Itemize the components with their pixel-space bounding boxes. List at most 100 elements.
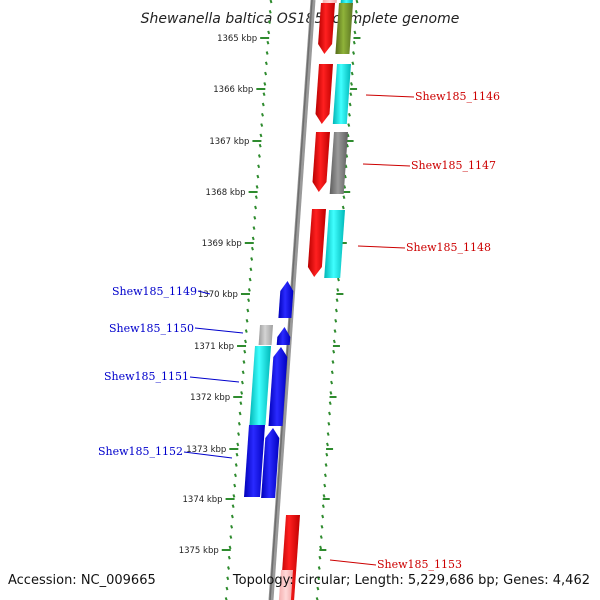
gene-arrow[interactable] — [276, 327, 291, 345]
minor-tick — [263, 82, 267, 86]
gene-arrow[interactable] — [332, 64, 351, 124]
gene-label-shew185_1153[interactable]: Shew185_1153 — [377, 558, 462, 571]
gene-arrow[interactable] — [258, 325, 273, 345]
minor-tick — [328, 401, 332, 406]
minor-tick — [229, 535, 233, 539]
gene-arrow[interactable] — [268, 347, 288, 426]
gene-arrow[interactable] — [278, 570, 293, 600]
minor-tick — [323, 473, 327, 478]
gene-label-shew185_1147[interactable]: Shew185_1147 — [411, 159, 496, 172]
gene-label-shew185_1149[interactable]: Shew185_1149 — [112, 285, 197, 298]
minor-tick — [267, 30, 271, 35]
minor-tick — [348, 102, 352, 107]
gene-arrow[interactable] — [329, 132, 348, 194]
kbp-label: 1373 kbp — [186, 445, 226, 455]
minor-tick — [245, 318, 249, 323]
gene-arrow[interactable] — [318, 3, 335, 54]
minor-tick — [235, 452, 239, 457]
minor-tick — [227, 566, 230, 570]
minor-tick — [320, 524, 324, 529]
minor-tick — [238, 411, 242, 416]
gene-arrow[interactable] — [261, 428, 280, 498]
gene-label-shew185_1151[interactable]: Shew185_1151 — [104, 370, 189, 383]
map-title: Shewanella baltica OS185, complete genom… — [141, 11, 460, 27]
kbp-label: 1368 kbp — [206, 188, 246, 198]
minor-tick — [236, 442, 240, 447]
kbp-label: 1375 kbp — [179, 546, 219, 556]
gene-label-shew185_1152[interactable]: Shew185_1152 — [98, 445, 183, 458]
gene-arrow[interactable] — [324, 210, 345, 278]
minor-tick — [350, 71, 354, 76]
minor-tick — [225, 586, 229, 591]
minor-tick — [321, 514, 325, 519]
minor-tick — [330, 380, 334, 385]
minor-tick — [253, 215, 257, 220]
minor-tick — [336, 288, 340, 292]
minor-tick — [349, 92, 353, 97]
left-tick-track — [224, 0, 273, 600]
gene-arrows[interactable] — [244, 0, 353, 600]
minor-tick — [262, 92, 266, 97]
minor-tick — [353, 30, 357, 35]
minor-tick — [237, 421, 241, 426]
minor-tick — [354, 9, 358, 14]
minor-tick — [234, 463, 238, 467]
gene-labels[interactable]: Shew185_1146 Shew185_1147 Shew185_1148 Shew… — [98, 90, 500, 571]
kbp-axis-labels: 1365 kbp 1366 kbp 1367 kbp 1368 kbp 1369 kbp… — [179, 34, 361, 556]
minor-tick — [240, 380, 244, 385]
minor-tick — [244, 329, 248, 333]
leader-line — [183, 451, 233, 459]
kbp-label: 1367 kbp — [209, 137, 249, 147]
minor-tick — [249, 267, 253, 272]
gene-arrow[interactable] — [312, 132, 331, 192]
minor-tick — [239, 401, 243, 406]
leader-line — [362, 163, 411, 167]
gene-arrow[interactable] — [340, 0, 353, 3]
minor-tick — [351, 61, 355, 66]
minor-tick — [316, 586, 320, 591]
gene-arrow[interactable] — [322, 0, 337, 3]
gene-arrow[interactable] — [335, 3, 353, 54]
leader-line — [197, 290, 211, 295]
kbp-label: 1369 kbp — [202, 239, 242, 249]
minor-tick — [261, 102, 265, 107]
minor-tick — [332, 339, 336, 344]
minor-tick — [255, 185, 259, 189]
minor-tick — [352, 51, 356, 55]
gene-label-shew185_1150[interactable]: Shew185_1150 — [109, 322, 194, 335]
minor-tick — [317, 576, 320, 581]
minor-tick — [331, 360, 335, 364]
minor-tick — [268, 9, 272, 14]
minor-tick — [259, 133, 263, 138]
gene-arrow[interactable] — [315, 64, 334, 124]
minor-tick — [265, 51, 269, 55]
minor-tick — [260, 123, 264, 127]
minor-tick — [332, 349, 336, 354]
minor-tick — [321, 504, 325, 509]
minor-tick — [334, 308, 338, 313]
minor-tick — [319, 535, 323, 539]
gene-arrow[interactable] — [249, 346, 272, 425]
minor-tick — [328, 411, 331, 416]
gene-arrow[interactable] — [278, 281, 294, 318]
gene-label-shew185_1148[interactable]: Shew185_1148 — [406, 241, 491, 254]
gene-arrow[interactable] — [244, 425, 265, 497]
accession-text: Accession: NC_009665 — [8, 573, 156, 588]
leader-line — [189, 376, 240, 383]
minor-tick — [337, 277, 340, 282]
gene-label-shew185_1146[interactable]: Shew185_1146 — [415, 90, 500, 103]
minor-tick — [257, 164, 261, 169]
kbp-label: 1372 kbp — [190, 393, 230, 403]
gene-arrow[interactable] — [307, 209, 326, 277]
topology-text: Topology: circular; Length: 5,229,686 bp… — [232, 573, 590, 588]
minor-tick — [243, 349, 247, 354]
minor-tick — [318, 555, 322, 560]
minor-tick — [268, 20, 271, 24]
minor-tick — [341, 205, 345, 210]
minor-tick — [355, 0, 359, 4]
leader-line — [329, 559, 377, 566]
minor-tick — [254, 205, 257, 210]
minor-tick — [244, 339, 247, 344]
minor-tick — [347, 123, 351, 127]
